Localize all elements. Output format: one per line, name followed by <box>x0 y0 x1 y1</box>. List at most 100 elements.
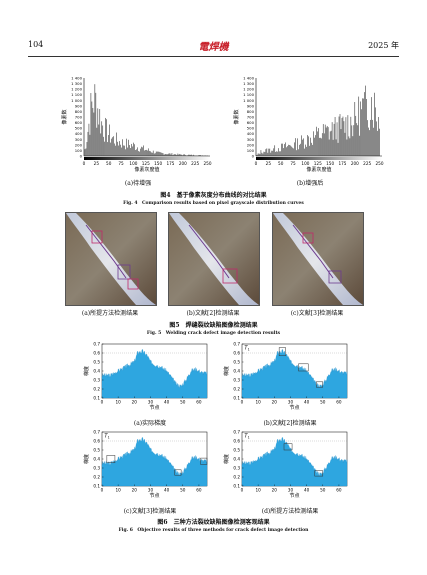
fig4-caption: 图4 基于像素灰度分布曲线的对比结果 <box>160 192 267 199</box>
x-tick-label: 50 <box>320 488 326 493</box>
y-tick-label: 800 <box>247 109 255 114</box>
x-tick-label: 20 <box>272 400 278 405</box>
header-rule <box>28 56 399 57</box>
x-tick-label: 250 <box>376 161 384 166</box>
y-tick-label: 0.7 <box>233 430 240 435</box>
y-tick-label: 0.5 <box>93 448 100 453</box>
detection-box <box>298 363 309 372</box>
x-tick-label: 50 <box>180 400 186 405</box>
y-tick-label: 100 <box>247 148 255 153</box>
y-axis-label: 梯度 <box>83 454 90 464</box>
x-tick-label: 10 <box>255 400 261 405</box>
x-tick-label: 100 <box>301 161 309 166</box>
gradient-area <box>241 349 348 399</box>
x-tick-label: 125 <box>142 161 150 166</box>
t1-label: T <box>244 345 248 351</box>
y-tick-label: 0.1 <box>233 484 240 489</box>
y-tick-label: 1 100 <box>71 92 82 97</box>
y-tick-label: 0.5 <box>233 448 240 453</box>
x-tick-label: 0 <box>241 400 244 405</box>
detection-box <box>283 443 293 451</box>
x-axis-label: 节点 <box>149 405 159 411</box>
y-tick-label: 0.7 <box>233 342 240 347</box>
y-tick-label: 700 <box>75 115 83 120</box>
y-tick-label: 200 <box>75 142 83 147</box>
fig5-caption-en: Fig. 5 Welding crack defect image detect… <box>146 331 281 336</box>
x-tick-label: 200 <box>179 161 187 166</box>
detection-box <box>314 470 324 477</box>
fig5-sub-b: (b)文献[2]检测结果 <box>186 310 240 317</box>
y-tick-label: 1 100 <box>243 92 254 97</box>
weld-photo-ref2 <box>168 212 260 306</box>
y-tick-label: 0.1 <box>93 396 100 401</box>
weld-image <box>273 213 363 305</box>
weld-photo-proposed <box>65 212 157 306</box>
y-tick-label: 0 <box>252 154 255 159</box>
y-axis-label: 梯度 <box>223 366 230 376</box>
x-tick-label: 30 <box>148 400 154 405</box>
y-tick-label: 0.3 <box>93 466 100 471</box>
x-tick-label: 40 <box>304 400 310 405</box>
fig6-sub-b: (b)文献[2]检测结果 <box>263 420 317 427</box>
y-tick-label: 0.5 <box>93 360 100 365</box>
x-tick-label: 225 <box>191 161 199 166</box>
x-tick-label: 30 <box>148 488 154 493</box>
y-tick-label: 1 000 <box>71 98 82 103</box>
y-tick-label: 0.3 <box>233 378 240 383</box>
gradient-chart-ref2: 0.7 0.6 0.5 0.4 0.3 0.2 0.1 梯度 0 10 20 30 40 50 60 节点 T 1 <box>223 342 348 411</box>
y-tick-label: 1 400 <box>71 76 82 81</box>
detection-box <box>278 347 286 356</box>
fig6-sub-d: (d)所提方法检测结果 <box>261 508 319 515</box>
fig6-sub-a: (a)实际梯度 <box>133 420 167 427</box>
x-axis-label: 节点 <box>149 493 159 499</box>
year: 2025 年 <box>368 41 399 50</box>
y-axis-label: 梯度 <box>83 366 90 376</box>
y-tick-label: 0.4 <box>93 369 100 374</box>
x-tick-label: 20 <box>132 488 138 493</box>
t1-subscript: 1 <box>248 436 250 440</box>
y-tick-label: 1 300 <box>71 81 82 86</box>
grayscale-bar <box>256 157 382 160</box>
weld-image <box>169 213 259 305</box>
fig5-sub-c: (c)文献[3]检测结果 <box>290 310 344 317</box>
fig5-caption: 图5 焊缝裂纹缺陷图像检测结果 <box>169 322 258 329</box>
x-tick-label: 125 <box>314 161 322 166</box>
detection-box <box>106 455 116 463</box>
gradient-area <box>241 437 348 487</box>
x-tick-label: 0 <box>241 488 244 493</box>
x-tick-label: 10 <box>115 400 121 405</box>
weld-photo-ref3 <box>272 212 364 306</box>
x-tick-label: 40 <box>164 488 170 493</box>
y-tick-label: 500 <box>247 126 255 131</box>
page-header: 104 電焊機 2025 年 <box>28 40 399 54</box>
y-tick-label: 0.6 <box>233 351 240 356</box>
y-axis-label: 像素数 <box>61 109 68 124</box>
y-tick-label: 0.4 <box>233 369 240 374</box>
y-tick-label: 0.2 <box>93 475 100 480</box>
x-tick-label: 150 <box>154 161 162 166</box>
y-tick-label: 600 <box>247 120 255 125</box>
detection-box <box>316 381 324 388</box>
fig4-caption-en: Fig. 4 Comparison results based on pixel… <box>123 201 304 206</box>
t1-subscript: 1 <box>248 348 250 352</box>
y-tick-label: 200 <box>247 142 255 147</box>
x-tick-label: 10 <box>255 488 261 493</box>
t1-label: T <box>244 433 248 439</box>
gradient-area <box>101 349 208 399</box>
y-tick-label: 0.2 <box>233 387 240 392</box>
y-axis-label: 像素数 <box>233 109 240 124</box>
y-tick-label: 1 400 <box>243 76 254 81</box>
x-tick-label: 250 <box>204 161 212 166</box>
y-tick-label: 0.5 <box>233 360 240 365</box>
gradient-area <box>101 437 208 487</box>
y-tick-label: 900 <box>75 103 83 108</box>
x-axis-label: 节点 <box>289 405 299 411</box>
x-tick-label: 40 <box>164 400 170 405</box>
x-tick-label: 225 <box>363 161 371 166</box>
y-tick-label: 1 000 <box>243 98 254 103</box>
detection-box <box>200 457 208 465</box>
detection-box <box>174 469 182 476</box>
t1-label: T <box>104 433 108 439</box>
x-tick-label: 60 <box>336 488 342 493</box>
